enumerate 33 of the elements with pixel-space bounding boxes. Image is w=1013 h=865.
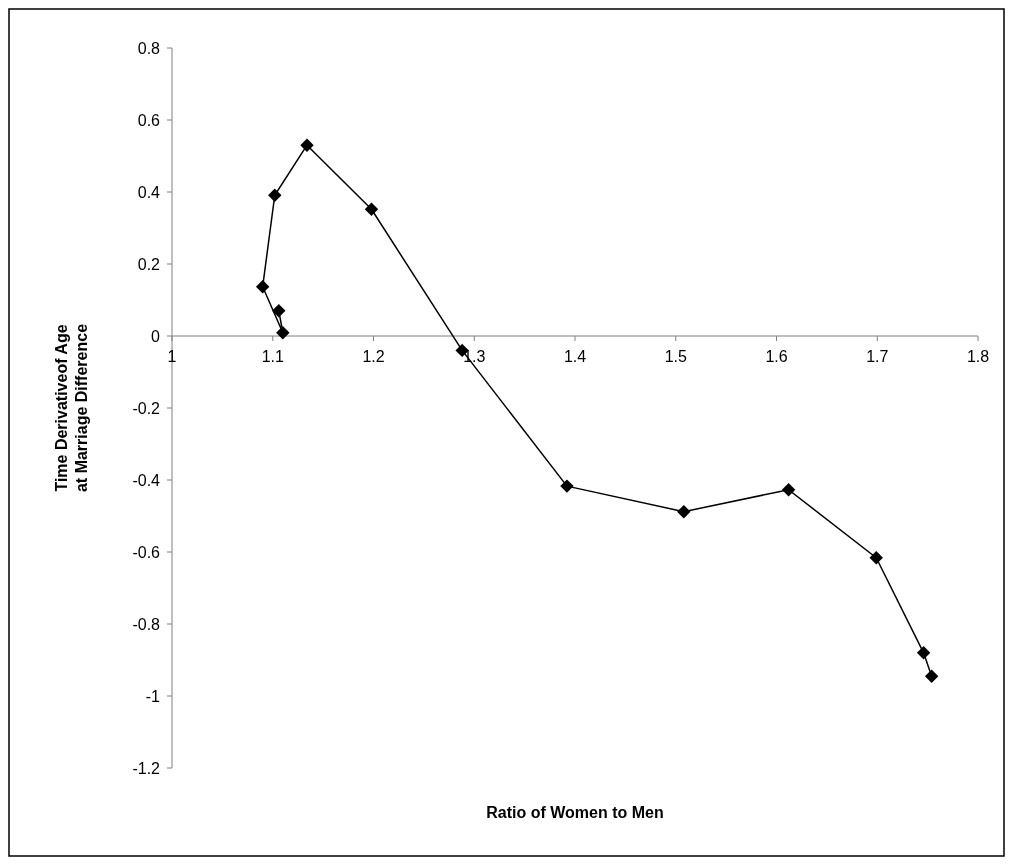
- y-tick-label: 0.4: [137, 183, 161, 201]
- x-axis-title: Ratio of Women to Men: [486, 804, 664, 821]
- point: [781, 483, 796, 497]
- point: [560, 479, 574, 493]
- y-tick-label: -1: [145, 687, 161, 705]
- x-tick-label: 1: [167, 348, 177, 365]
- y-tick-label: 0.8: [137, 39, 161, 57]
- y-tick-label: -0.6: [132, 543, 161, 561]
- point: [272, 304, 286, 318]
- y-tick-label: -0.8: [132, 615, 161, 633]
- y-tick-label: 0: [151, 327, 161, 345]
- point: [276, 326, 290, 340]
- y-tick-label: -0.2: [132, 399, 161, 417]
- x-tick-label: 1.1: [261, 348, 284, 365]
- point: [268, 188, 282, 202]
- y-axis-title: Time Derivativeof Age at Marriage Difference: [53, 323, 90, 493]
- y-tick-label: -1.2: [132, 759, 161, 777]
- x-tick-label: 1.5: [664, 348, 687, 365]
- y-tick-label: 0.2: [137, 255, 161, 273]
- x-tick-label: 1.2: [362, 348, 385, 365]
- point: [924, 669, 939, 683]
- point: [300, 138, 314, 152]
- point: [869, 551, 883, 565]
- point: [364, 202, 379, 216]
- x-tick-label: 1.6: [765, 348, 788, 365]
- y-tick-label: -0.4: [132, 471, 161, 489]
- point: [916, 646, 931, 660]
- x-tick-label: 1.8: [966, 348, 990, 365]
- x-tick-label: 1.4: [563, 348, 587, 365]
- y-tick-label: 0.6: [137, 111, 161, 129]
- x-tick-label: 1.7: [866, 348, 889, 365]
- point: [677, 504, 691, 519]
- point: [255, 279, 270, 294]
